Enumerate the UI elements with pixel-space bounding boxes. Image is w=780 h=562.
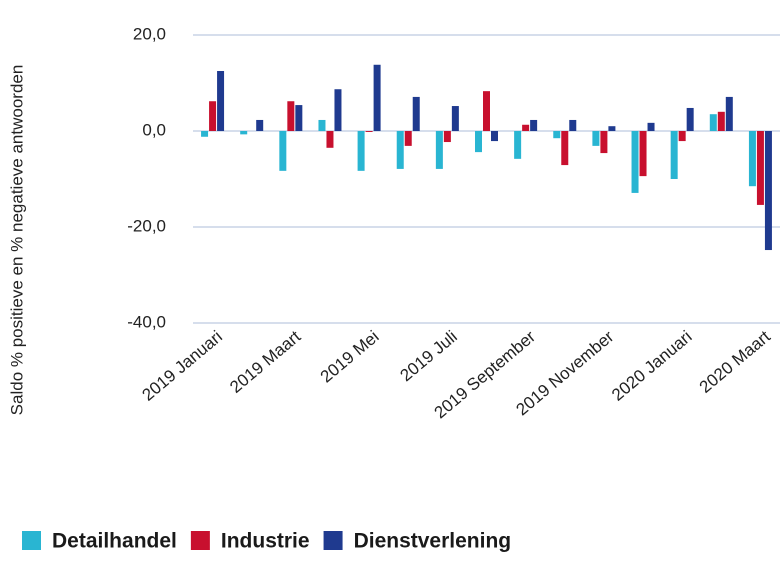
bar [256,119,264,131]
x-tick-label: 2019 Juli [396,327,460,385]
bar [483,91,490,131]
bar [295,105,303,131]
bar [569,119,577,131]
bar [451,106,459,131]
bar [435,131,443,169]
bar [756,131,764,205]
x-tick-label: 2019 Mei [317,327,383,387]
bar [209,101,217,131]
legend-label: Detailhandel [52,530,177,553]
bar [631,131,639,193]
bar [443,131,451,143]
legend-swatch [22,531,41,550]
x-tick-label: 2020 Maart [696,327,774,397]
bar [373,64,381,131]
bar [600,131,608,154]
bar [678,131,686,142]
bar [514,131,522,159]
bar [522,124,530,131]
bar [709,114,717,131]
bar [491,131,498,142]
legend-label: Industrie [221,530,310,553]
y-tick-label: 20,0 [133,24,166,43]
y-tick-label: -40,0 [127,312,166,331]
x-tick-label: 2019 Januari [138,327,226,405]
bar [334,89,342,131]
y-tick-label: 0,0 [142,120,166,139]
bar [217,71,225,131]
legend-swatch [323,531,343,550]
bar [530,119,538,131]
x-tick-label: 2019 Maart [226,327,304,397]
bar [553,131,561,139]
bar [748,131,756,187]
bar [396,131,404,169]
bar [318,119,326,131]
bar [287,101,295,131]
bar [279,131,287,171]
bar [404,131,412,146]
bar [326,131,334,148]
bar [608,126,616,131]
bar [592,131,600,146]
bar [639,131,647,177]
bar [686,107,694,131]
bar [561,131,569,166]
y-axis-title: Saldo % positieve en % negatieve antwoor… [7,65,26,416]
bar [475,131,482,153]
y-tick-label: -20,0 [127,216,166,235]
bar [647,122,655,131]
bar [764,131,772,251]
bar [412,96,420,131]
legend-label: Dienstverlening [354,530,512,553]
bar [670,131,678,179]
bar [201,131,209,137]
legend-swatch [190,531,210,550]
bar [357,131,365,171]
x-tick-label: 2020 Januari [608,327,696,405]
bar [717,111,725,131]
bar [240,131,248,135]
bar [365,131,373,132]
bar [725,96,733,131]
